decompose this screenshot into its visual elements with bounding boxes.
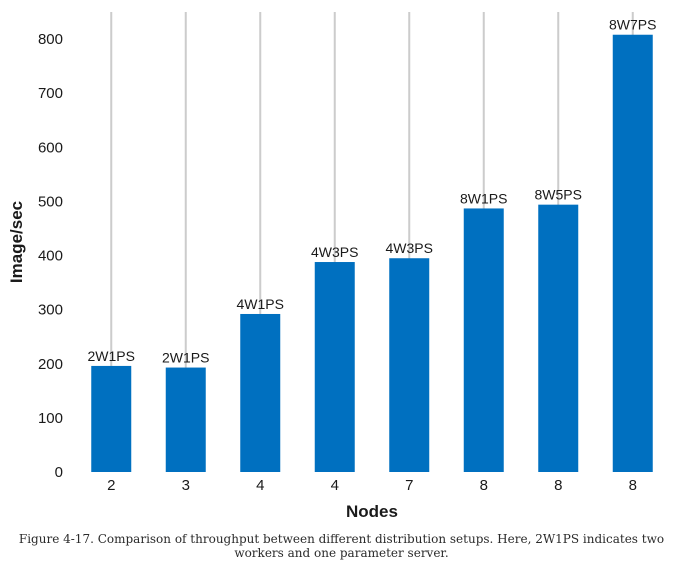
figure-caption: Figure 4-17. Comparison of throughput be…: [18, 532, 665, 560]
x-tick-label: 4: [256, 477, 264, 494]
x-tick-label: 7: [405, 477, 413, 494]
bar: [91, 365, 132, 472]
bar: [240, 313, 281, 472]
bar-data-label: 8W5PS: [535, 187, 582, 203]
y-axis-ticks: 0 100 200 300 400 500 600 700 800: [38, 31, 63, 481]
bar: [463, 208, 504, 472]
x-tick-label: 3: [182, 477, 190, 494]
x-axis-title: Nodes: [346, 502, 398, 521]
x-axis-ticks: 2 3 4 4 7 8 8 8: [107, 477, 637, 494]
bar-data-label: 8W1PS: [460, 190, 507, 206]
bar: [612, 34, 653, 473]
data-labels: 2W1PS 2W1PS 4W1PS 4W3PS 4W3PS 8W1PS 8W5PS 8W7PS: [88, 17, 657, 366]
bars: [91, 34, 653, 473]
bar: [314, 262, 355, 472]
bar-data-label: 4W3PS: [386, 240, 433, 256]
y-tick-label: 700: [38, 85, 63, 102]
y-tick-label: 200: [38, 356, 63, 373]
y-tick-label: 0: [55, 464, 63, 481]
bar: [389, 258, 430, 472]
y-tick-label: 300: [38, 302, 63, 319]
y-tick-label: 600: [38, 139, 63, 156]
x-tick-label: 8: [554, 477, 562, 494]
bar-data-label: 4W1PS: [237, 296, 284, 312]
bar-data-label: 4W3PS: [311, 244, 358, 260]
x-tick-label: 2: [107, 477, 115, 494]
bar-data-label: 8W7PS: [609, 17, 656, 33]
x-tick-label: 4: [331, 477, 339, 494]
x-tick-label: 8: [480, 477, 488, 494]
y-tick-label: 800: [38, 31, 63, 48]
x-tick-label: 8: [629, 477, 637, 494]
y-axis-title: Image/sec: [7, 201, 26, 283]
y-tick-label: 400: [38, 248, 63, 265]
bar-data-label: 2W1PS: [162, 350, 209, 366]
bar-data-label: 2W1PS: [88, 348, 135, 364]
bar-chart: 0 100 200 300 400 500 600 700 800 2 3 4 4 7 8 8 8 2W1PS…: [7, 12, 657, 521]
y-tick-label: 100: [38, 410, 63, 427]
y-tick-label: 500: [38, 193, 63, 210]
bar: [165, 367, 206, 472]
bar: [538, 204, 579, 473]
